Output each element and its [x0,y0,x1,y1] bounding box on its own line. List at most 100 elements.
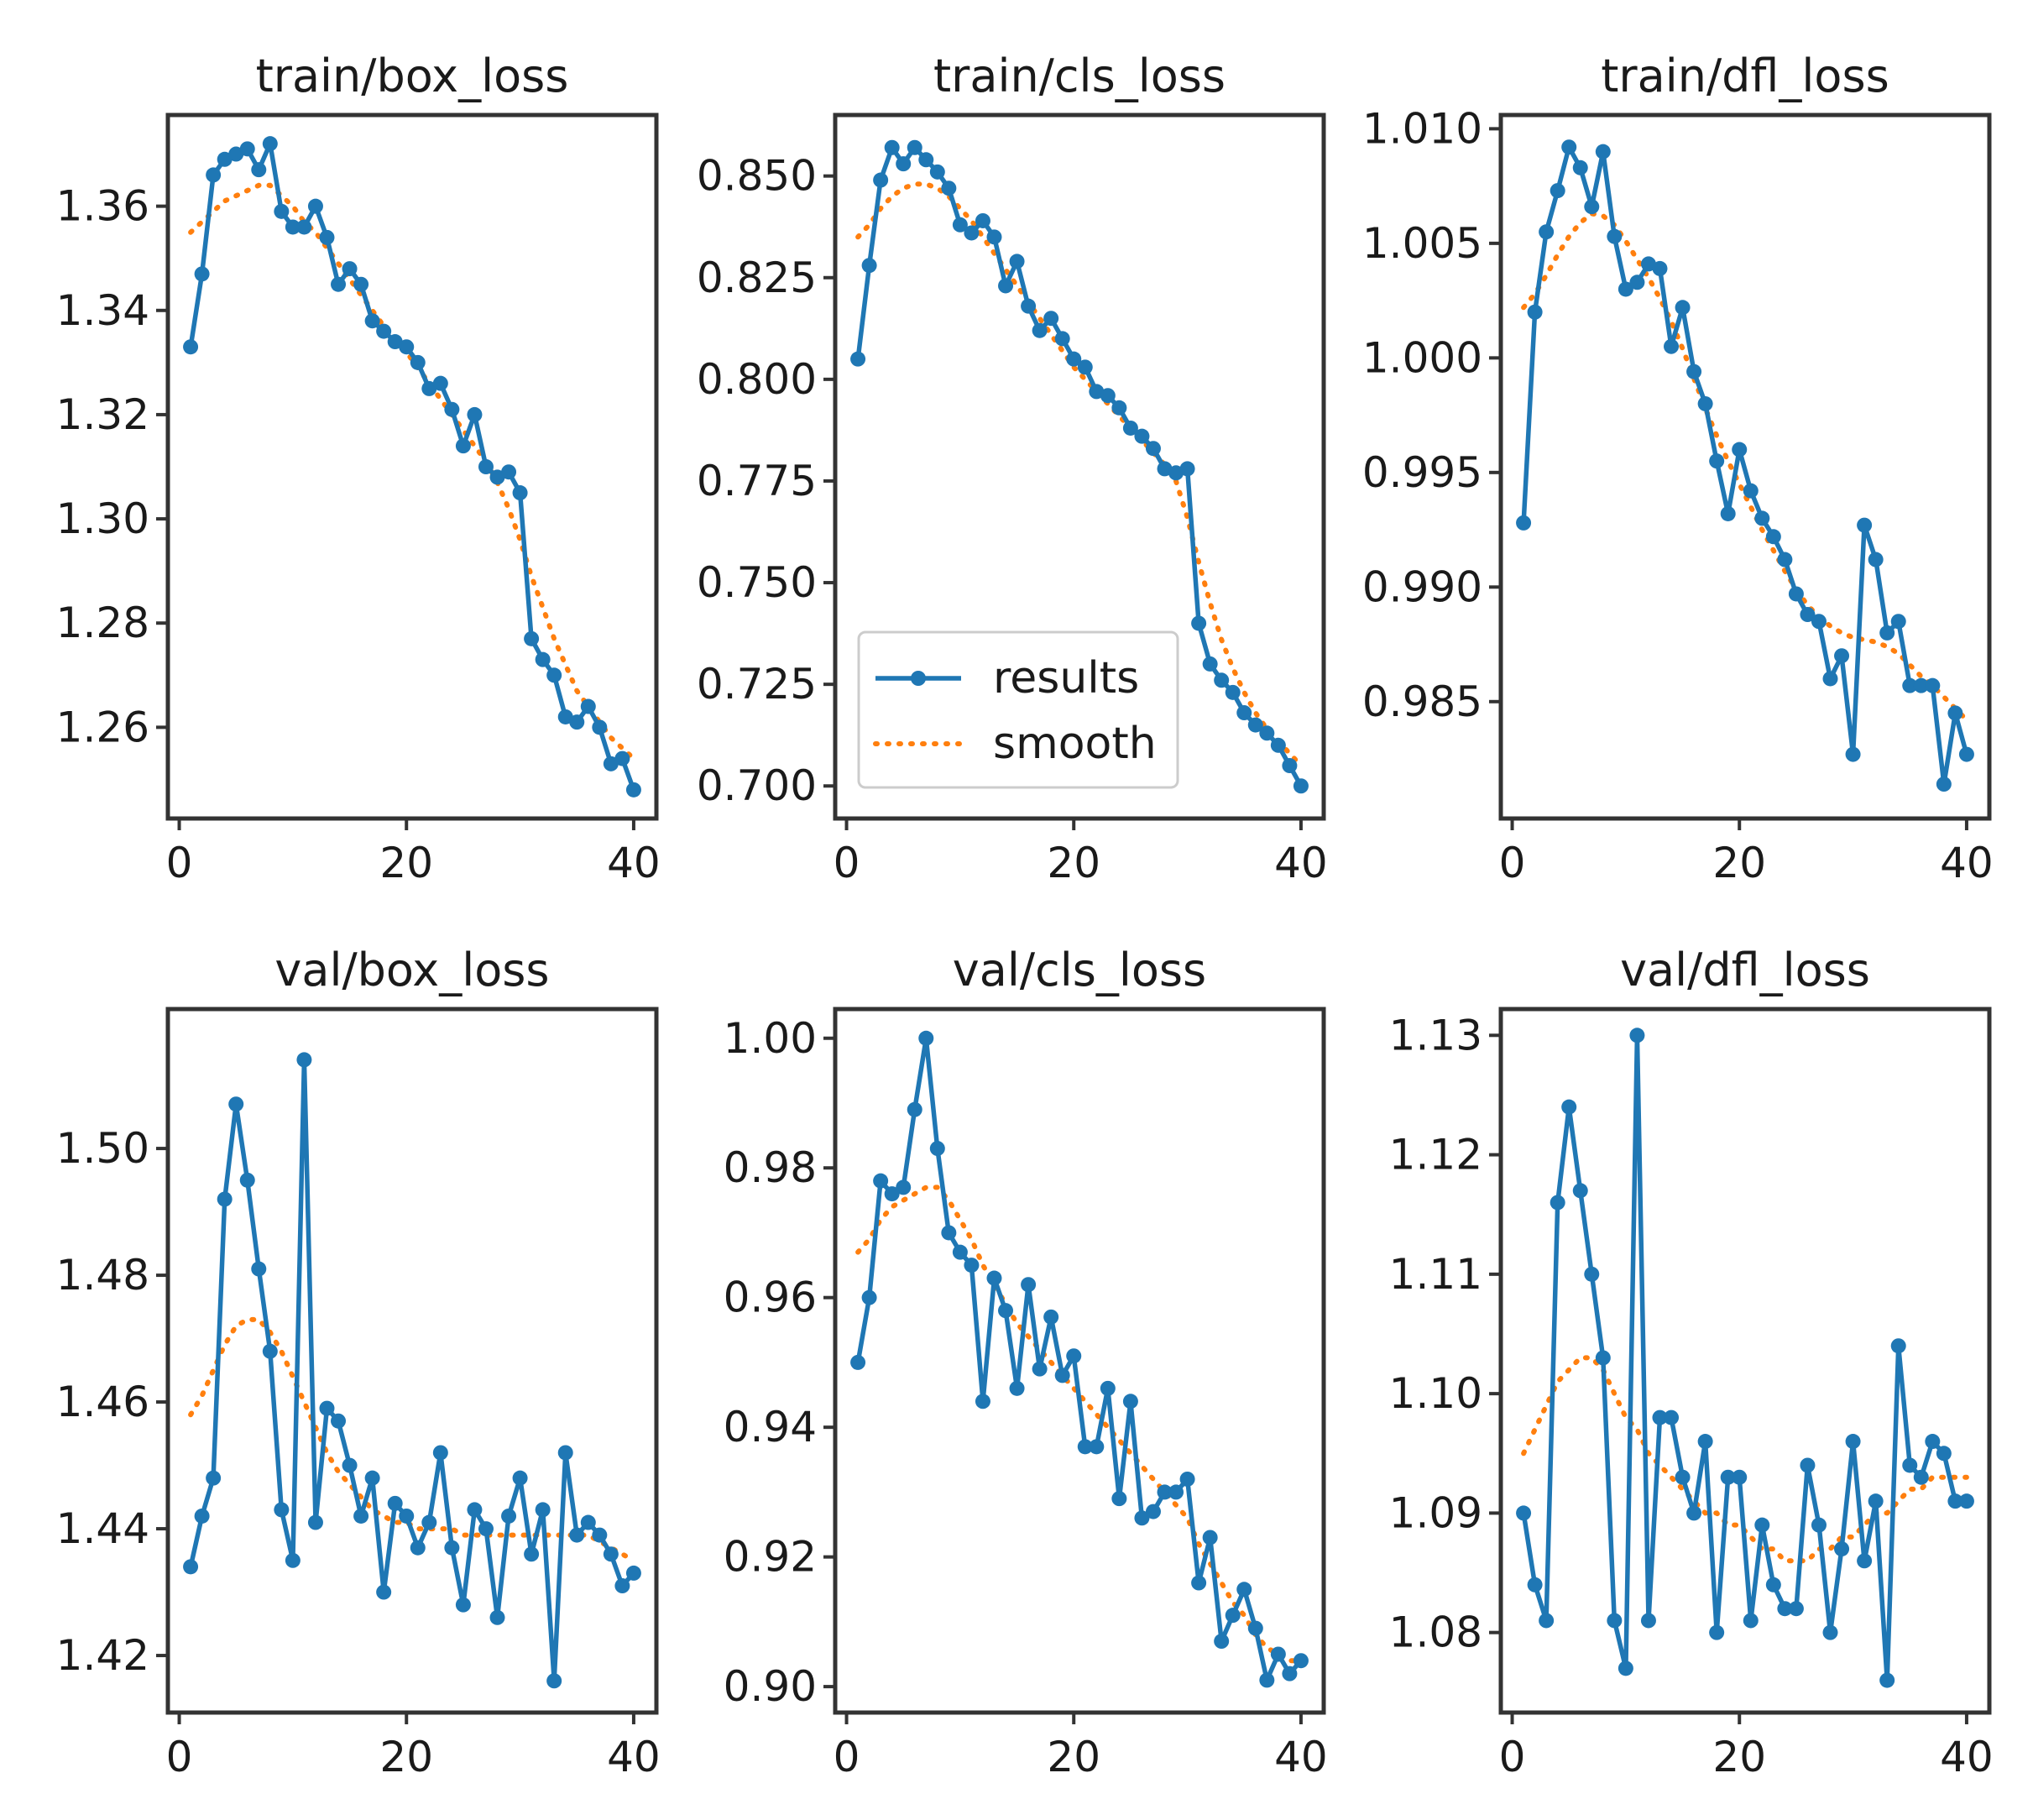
plot-frame [165,1007,659,1715]
y-tick-label: 0.995 [1362,448,1482,497]
results-data-point [399,339,415,355]
results-data-point [467,406,483,422]
results-data-point [1902,1457,1918,1473]
results-data-point [364,1470,380,1486]
results-data-point [952,217,968,233]
results-data-point [1077,1439,1093,1455]
chart-title: train/box_loss [256,50,569,102]
results-data-point [1100,1380,1116,1396]
results-data-point [1868,1493,1884,1509]
results-data-point [1282,758,1298,774]
x-tick-label: 0 [834,839,860,887]
results-data-point [1936,777,1952,792]
results-data-point [1800,1457,1816,1473]
x-tick-label: 20 [379,1733,433,1781]
chart-title: val/box_loss [274,944,549,996]
results-data-point [592,719,608,735]
results-data-point [580,1514,596,1530]
y-tick-label: 0.850 [697,152,817,201]
results-data-point [1157,461,1173,477]
results-data-point [1111,1491,1127,1507]
results-data-point [1607,1613,1623,1629]
legend-box [857,630,1179,789]
results-data-point [1247,1620,1263,1636]
results-data-point [1202,656,1218,672]
y-tick-label: 1.50 [56,1124,149,1173]
results-data-point [194,266,210,282]
results-data-point [1686,363,1702,379]
chart-title: val/dfl_loss [1620,944,1870,996]
results-data-point [896,156,912,172]
results-data-point [907,1101,922,1117]
results-data-point [1788,586,1804,602]
results-data-point [1550,1195,1565,1211]
results-data-point [1191,615,1207,631]
results-data-point [1879,1672,1895,1688]
x-tick-label: 40 [607,839,661,887]
x-tick-label: 40 [1274,839,1328,887]
results-data-point [1618,1660,1633,1676]
results-data-point [1936,1446,1952,1462]
y-tick-label: 1.28 [56,599,149,647]
results-series-line [1521,1033,1967,1683]
chart-panel-4: val/box_loss 1.42 1.44 1.46 1.48 1.50 0 20 40 [56,944,661,1781]
results-data-point [952,1244,968,1260]
x-tick-label: 40 [1940,839,1994,887]
results-data-point [535,651,551,667]
results-data-point [884,1186,900,1202]
results-data-point [986,229,1002,245]
results-data-point [1857,517,1873,533]
results-data-point [319,1400,335,1416]
y-tick-label: 1.46 [56,1378,149,1426]
results-data-point [1214,1634,1230,1650]
results-data-point [421,380,437,396]
results-data-point [387,334,403,350]
results-data-point [1089,1439,1105,1455]
results-data-point [1777,552,1793,567]
results-data-point [1754,510,1770,526]
results-data-point [1845,746,1861,762]
results-data-point [376,323,392,339]
results-data-point [501,1508,517,1524]
results-data-point [1122,1394,1138,1409]
results-data-point [1021,298,1037,314]
chart-panel-3: train/dfl_loss 0.985 0.990 0.995 1.000 1.005 1… [1362,50,1994,887]
results-data-point [285,1552,301,1568]
results-data-point [1145,441,1161,457]
results-data-point [614,1578,630,1594]
results-data-point [1293,1653,1309,1669]
results-data-point [399,1508,415,1524]
y-tick-label: 0.750 [697,558,817,607]
results-data-point [1527,304,1543,320]
results-data-point [524,1546,540,1562]
y-tick-label: 0.985 [1362,677,1482,726]
results-data-point [625,1565,641,1581]
results-data-point [364,313,380,329]
results-data-point [1857,1553,1873,1569]
x-tick-label: 0 [834,1733,860,1781]
chart-panel-6: val/dfl_loss 1.08 1.09 1.10 1.11 1.12 1.13 0 20 4… [1389,944,1994,1781]
chart-title: train/cls_loss [933,50,1226,102]
results-data-point [1890,1338,1906,1354]
results-data-point [1811,614,1827,630]
results-data-point [1732,442,1748,458]
results-data-point [1664,338,1680,354]
results-data-point [1157,1484,1173,1500]
results-data-point [1168,1484,1184,1500]
results-data-point [1697,1434,1713,1450]
y-tick-label: 1.32 [56,390,149,439]
x-tick-label: 20 [1047,1733,1100,1781]
results-data-point [1765,529,1781,545]
legend-results-marker [911,671,926,686]
results-data-point [975,1394,990,1409]
results-data-point [1958,1493,1974,1509]
results-data-point [557,709,573,724]
results-data-point [1009,1380,1025,1396]
results-data-point [512,485,528,501]
results-data-point [1259,1672,1275,1688]
results-data-point [512,1470,528,1486]
results-data-point [1664,1409,1680,1425]
plot-frame [165,112,659,821]
results-data-point [1293,778,1309,794]
